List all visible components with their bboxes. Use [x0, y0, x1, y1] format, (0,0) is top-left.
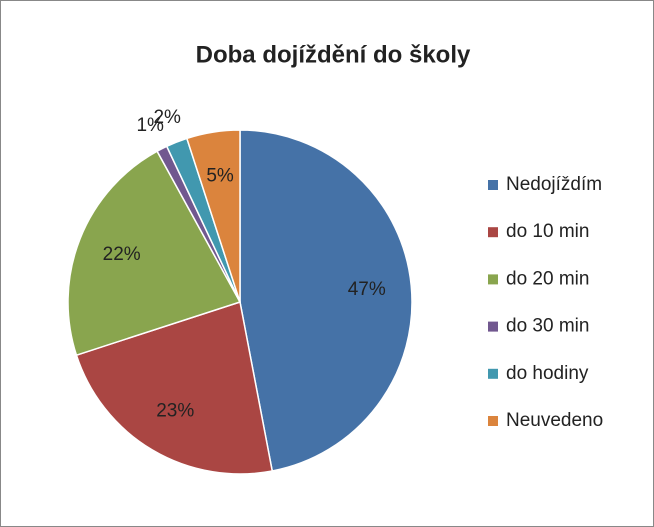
data-label: 47% [348, 279, 386, 300]
legend-swatch [488, 274, 498, 285]
legend-label: do 30 min [506, 316, 589, 337]
data-label: 1% [136, 115, 164, 136]
legend-label: Neuvedeno [506, 410, 603, 431]
chart-title: Doba dojíždění do školy [196, 41, 471, 68]
data-label: 22% [103, 244, 141, 265]
legend-swatch [488, 180, 498, 190]
legend-label: do 10 min [506, 221, 589, 242]
legend-label: do hodiny [506, 363, 589, 384]
legend-label: do 20 min [506, 268, 589, 289]
legend-swatch [488, 321, 498, 332]
legend-swatch [488, 368, 498, 379]
pie-slice [239, 129, 413, 472]
legend-label: Nedojíždím [506, 174, 602, 195]
data-label: 23% [156, 401, 194, 422]
legend-swatch [488, 227, 498, 238]
pie-slice [75, 301, 274, 475]
data-label: 5% [206, 165, 234, 186]
pie-slice [67, 150, 242, 357]
pie-slice [185, 129, 241, 303]
legend-swatch [488, 416, 498, 426]
data-label: 2% [153, 107, 181, 128]
